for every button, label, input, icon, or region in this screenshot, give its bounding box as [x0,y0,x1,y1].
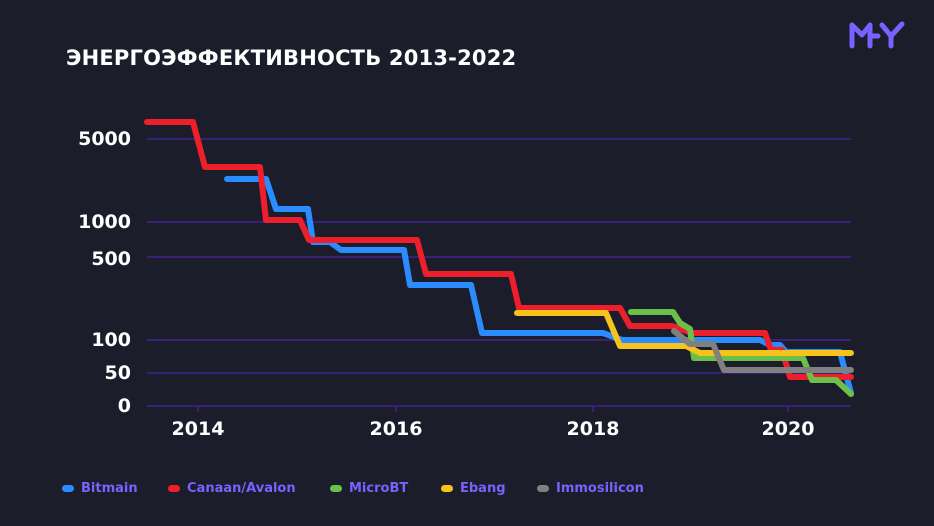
x-tick-label-2018: 2018 [566,418,620,440]
legend-label: Bitmain [81,481,138,496]
x-tick-label-2020: 2020 [761,418,815,440]
series-canaan [144,119,854,380]
x-tick-label-2014: 2014 [171,418,225,440]
y-tick-label-1000: 1000 [78,211,131,233]
legend-item-ebang[interactable]: Ebang [441,481,537,496]
y-tick-label-100: 100 [91,329,131,351]
legend-item-immosilicon[interactable]: Immosilicon [537,481,644,496]
legend-item-bitmain[interactable]: Bitmain [62,481,168,496]
y-tick-label-0: 0 [117,395,131,417]
y-tick-label-50: 50 [104,362,131,384]
chart-title: ЭНЕРГОЭФФЕКТИВНОСТЬ 2013-2022 [66,46,517,70]
legend-swatch-icon [168,485,180,492]
x-tick-label-2016: 2016 [369,418,423,440]
legend-item-microbt[interactable]: MicroBT [330,481,441,496]
y-tick-label-5000: 5000 [78,128,131,150]
series-ebang [514,310,854,356]
chart-legend: Bitmain Canaan/Avalon MicroBT Ebang Immo… [62,481,644,496]
y-tick-label-500: 500 [91,248,131,270]
legend-label: Immosilicon [556,481,644,496]
legend-swatch-icon [62,485,74,492]
series-microbt [628,309,854,397]
legend-label: MicroBT [349,481,409,496]
my-logo-icon [849,21,905,49]
series-immosilicon [671,328,854,373]
legend-label: Canaan/Avalon [187,481,296,496]
legend-label: Ebang [460,481,506,496]
legend-item-canaan[interactable]: Canaan/Avalon [168,481,330,496]
legend-swatch-icon [330,485,342,492]
legend-swatch-icon [441,485,453,492]
legend-swatch-icon [537,485,549,492]
